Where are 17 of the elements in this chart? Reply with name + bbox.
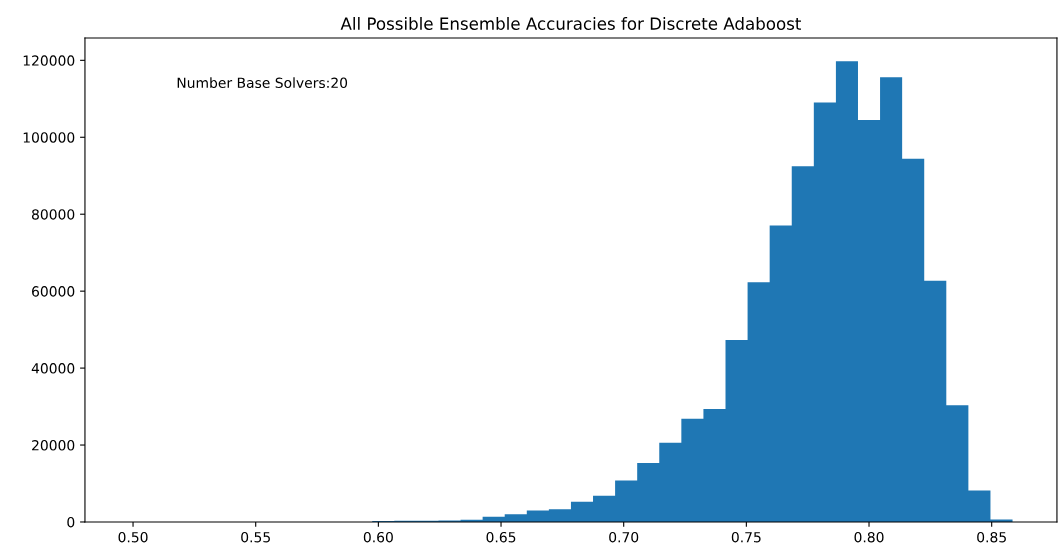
x-tick-label: 0.75	[731, 531, 761, 543]
x-tick-label: 0.80	[854, 531, 884, 543]
chart-title: All Possible Ensemble Accuracies for Discrete Adaboost	[340, 17, 802, 30]
y-tick-label: 40000	[31, 363, 75, 374]
x-tick-label: 0.55	[241, 531, 270, 543]
y-tick-label: 60000	[32, 286, 75, 297]
y-tick-label: 0	[67, 516, 75, 528]
x-tick-label: 0.50	[118, 531, 148, 543]
y-tick-label: 120000	[23, 55, 75, 66]
x-tick-label: 0.60	[363, 531, 393, 543]
y-tick-label: 100000	[23, 132, 75, 143]
y-tick-label: 80000	[31, 209, 75, 220]
x-tick-label: 0.70	[609, 531, 639, 543]
annotation: Number Base Solvers:20	[177, 77, 348, 89]
x-tick-label: 0.65	[486, 531, 516, 543]
y-tick-label: 20000	[32, 440, 75, 451]
x-tick-label: 0.85	[977, 531, 1006, 543]
